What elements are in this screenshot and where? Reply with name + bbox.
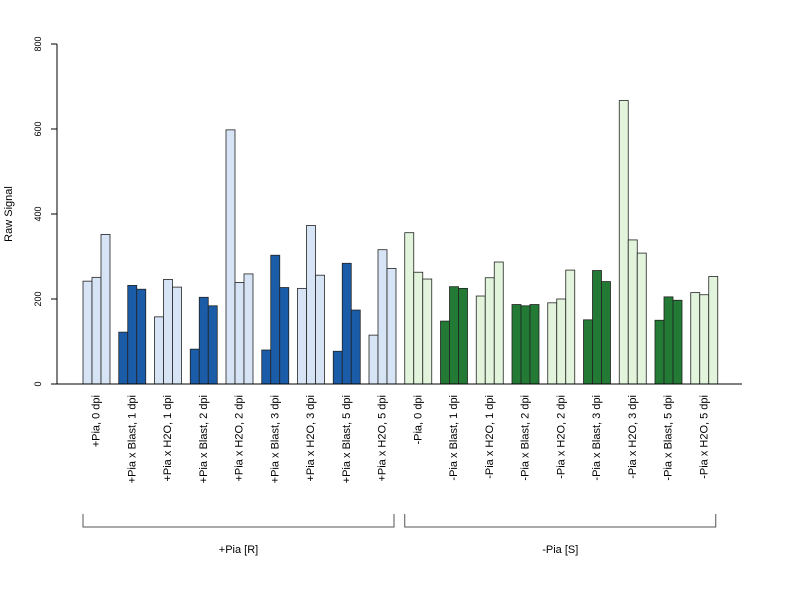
y-tick-label: 200 [33,291,43,306]
x-tick-label: -Pia x Blast, 1 dpi [448,395,460,481]
bar [708,276,719,385]
bar [493,261,504,385]
x-tick-label: +Pia x H2O, 2 dpi [234,395,246,482]
bar [627,239,638,385]
group-bracket [404,514,717,528]
bar [350,309,361,385]
bar [368,334,379,385]
y-tick-label: 400 [33,206,43,221]
x-tick-label: -Pia x Blast, 2 dpi [520,395,532,481]
bar [449,286,459,385]
bar [690,292,701,385]
bar [207,305,218,385]
x-tick-label: +Pia x Blast, 2 dpi [198,395,210,483]
bar [279,287,290,385]
bar [699,294,710,385]
bar [547,302,558,385]
bar [654,319,665,385]
bar [189,348,200,385]
bar [636,252,647,385]
bar [601,281,611,385]
x-tick-label: -Pia, 0 dpi [412,395,424,445]
bar [243,273,254,385]
bar [332,350,343,385]
bar [154,316,164,385]
y-axis-label: Raw Signal [3,186,15,242]
bar [261,349,272,385]
x-tick-label: +Pia x H2O, 1 dpi [162,395,174,482]
bar [270,254,281,385]
bar [225,129,236,385]
bar [663,296,674,385]
x-tick-label: +Pia x Blast, 5 dpi [341,395,353,483]
x-tick-label: +Pia x H2O, 5 dpi [377,395,389,482]
y-tick-label: 0 [33,381,43,386]
bar [556,298,567,385]
bar [198,296,209,385]
bar [422,278,433,385]
group-label: -Pia [S] [542,544,578,556]
bar [172,286,182,385]
bar [234,282,245,385]
bar [306,225,316,385]
x-tick-label: -Pia x Blast, 5 dpi [663,395,675,481]
bar [315,274,325,385]
bar [341,262,352,385]
x-tick-label: -Pia x H2O, 1 dpi [484,395,496,479]
bar [475,295,486,385]
bar [413,271,424,385]
y-tick-label: 800 [33,36,43,51]
bar [440,320,450,385]
bar [672,299,683,385]
group-label: +Pia [R] [219,544,258,556]
bar [82,280,93,385]
bar [297,287,307,385]
bar [529,304,540,385]
y-ticks: 0 200 400 600 800 [33,36,57,387]
bar [458,287,468,385]
bar [618,100,629,385]
x-tick-label: -Pia x H2O, 2 dpi [555,395,567,479]
bar [386,267,397,385]
bar [118,331,129,385]
bar [404,232,415,385]
bar [592,270,602,385]
x-tick-label: +Pia x Blast, 1 dpi [126,395,138,483]
bars-layer [82,100,719,385]
group-brackets: +Pia [R] -Pia [S] [82,514,717,556]
x-tick-label: -Pia x H2O, 5 dpi [698,395,710,479]
bar [136,288,147,385]
x-tick-label: +Pia, 0 dpi [91,395,103,447]
x-tick-label: +Pia x Blast, 3 dpi [269,395,281,483]
x-tick-labels: +Pia, 0 dpi +Pia x Blast, 1 dpi +Pia x H2O… [91,395,711,483]
bar [377,249,388,385]
bar [484,277,495,385]
bar [520,305,531,385]
group-bracket [82,514,395,528]
bar [100,233,111,385]
bar [163,279,173,385]
x-tick-label: +Pia x H2O, 3 dpi [305,395,317,482]
bar [511,304,522,385]
bar [565,269,576,385]
x-tick-label: -Pia x H2O, 3 dpi [627,395,639,479]
bar [127,284,138,385]
y-tick-label: 600 [33,121,43,136]
bar [91,276,102,385]
bar [583,319,593,385]
x-tick-label: -Pia x Blast, 3 dpi [591,395,603,481]
